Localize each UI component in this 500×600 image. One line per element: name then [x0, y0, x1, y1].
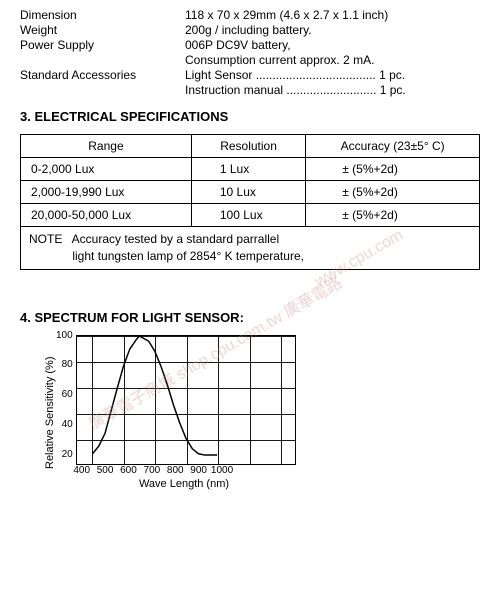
spec-value: Light Sensor ...........................… — [185, 68, 480, 82]
table-row: 20,000-50,000 Lux100 Lux± (5%+2d) — [21, 204, 480, 227]
spectrum-chart: Relative Sensitivity (%) 10080604020 400… — [42, 335, 480, 490]
spec-value: 006P DC9V battery, — [185, 38, 480, 52]
spec-value: 200g / including battery. — [185, 23, 480, 37]
chart-ylabel: Relative Sensitivity (%) — [42, 335, 56, 490]
table-header-cell: Resolution — [191, 135, 305, 158]
spec-value: 118 x 70 x 29mm (4.6 x 2.7 x 1.1 inch) — [185, 8, 480, 22]
table-cell: 100 Lux — [191, 204, 305, 227]
electrical-spec-table: RangeResolutionAccuracy (23±5° C) 0-2,00… — [20, 134, 480, 270]
spec-label — [20, 83, 185, 97]
spec-label: Dimension — [20, 8, 185, 22]
table-cell: 0-2,000 Lux — [21, 158, 192, 181]
spec-label — [20, 53, 185, 67]
table-cell: 2,000-19,990 Lux — [21, 181, 192, 204]
table-header-cell: Range — [21, 135, 192, 158]
table-cell: ± (5%+2d) — [306, 204, 480, 227]
table-cell: ± (5%+2d) — [306, 181, 480, 204]
chart-xticks: 4005006007008009001000 — [74, 465, 296, 476]
spec-label: Standard Accessories — [20, 68, 185, 82]
table-cell: 1 Lux — [191, 158, 305, 181]
table-row: 2,000-19,990 Lux10 Lux± (5%+2d) — [21, 181, 480, 204]
table-row: 0-2,000 Lux1 Lux± (5%+2d) — [21, 158, 480, 181]
section-3-heading: 3. ELECTRICAL SPECIFICATIONS — [20, 109, 480, 124]
spec-label: Power Supply — [20, 38, 185, 52]
spec-value: Consumption current approx. 2 mA. — [185, 53, 480, 67]
chart-yticks: 10080604020 — [56, 330, 76, 460]
general-specs-list: Dimension118 x 70 x 29mm (4.6 x 2.7 x 1.… — [20, 8, 480, 97]
spec-value: Instruction manual .....................… — [185, 83, 480, 97]
chart-xlabel: Wave Length (nm) — [74, 478, 294, 490]
table-cell: 20,000-50,000 Lux — [21, 204, 192, 227]
table-cell: 10 Lux — [191, 181, 305, 204]
section-4-heading: 4. SPECTRUM FOR LIGHT SENSOR: — [20, 310, 480, 325]
table-header-cell: Accuracy (23±5° C) — [306, 135, 480, 158]
table-note: NOTE Accuracy tested by a standard parra… — [21, 227, 480, 270]
table-cell: ± (5%+2d) — [306, 158, 480, 181]
chart-plot-area — [76, 335, 296, 465]
spec-label: Weight — [20, 23, 185, 37]
